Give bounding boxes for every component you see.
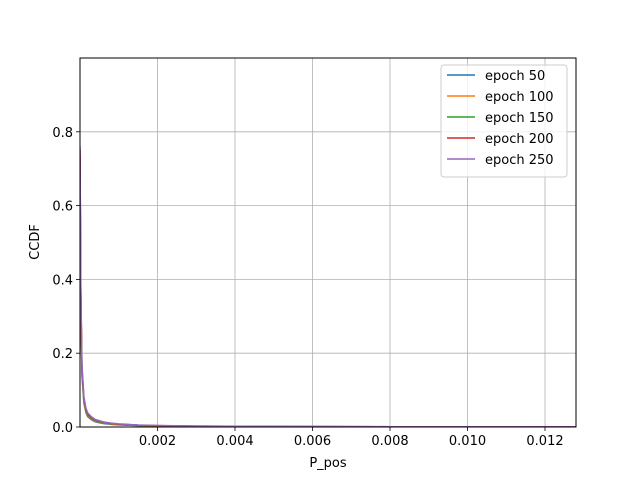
x-tick-label: 0.008 (371, 434, 408, 449)
x-axis-ticks: 0.002 0.004 0.006 0.008 0.010 0.012 (139, 427, 564, 449)
legend: epoch 50 epoch 100 epoch 150 epoch 200 epoch… (440, 64, 568, 178)
series-group (80, 146, 576, 427)
y-tick-label: 0.6 (52, 200, 73, 215)
legend-label: epoch 100 (485, 90, 554, 105)
y-tick-label: 0.0 (52, 421, 73, 436)
legend-frame (440, 64, 568, 178)
y-axis-ticks: 0.0 0.2 0.4 0.6 0.8 (52, 126, 80, 436)
y-tick-label: 0.8 (52, 126, 73, 141)
series-line (80, 146, 576, 427)
x-tick-label: 0.004 (216, 434, 253, 449)
x-tick-label: 0.010 (449, 434, 486, 449)
plot-frame (79, 57, 577, 428)
x-tick-label: 0.006 (294, 434, 331, 449)
legend-label: epoch 250 (485, 153, 554, 168)
legend-label: epoch 50 (485, 69, 545, 84)
legend-label: epoch 200 (485, 132, 554, 147)
legend-label: epoch 150 (485, 111, 554, 126)
y-axis-label: CCDF (28, 224, 43, 260)
y-tick-label: 0.2 (52, 347, 73, 362)
x-tick-label: 0.002 (139, 434, 176, 449)
x-tick-label: 0.012 (526, 434, 563, 449)
y-tick-label: 0.4 (52, 273, 73, 288)
x-axis-label: P_pos (309, 456, 347, 471)
